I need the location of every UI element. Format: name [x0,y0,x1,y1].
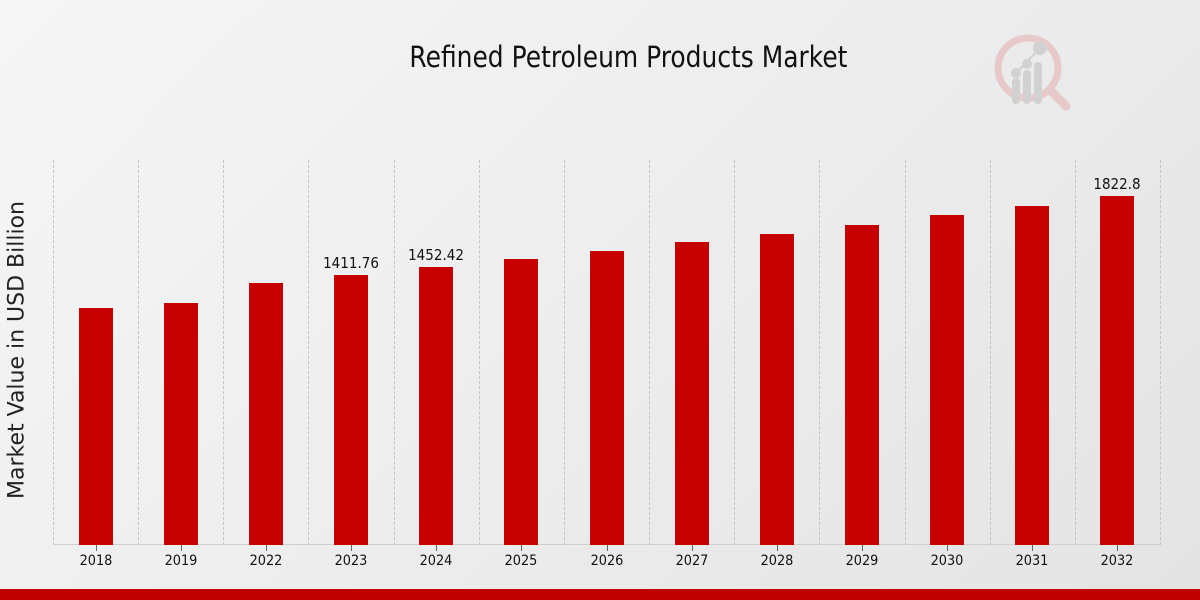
x-tick-label: 2025 [504,553,538,569]
x-tick-label: 2031 [1015,553,1049,569]
vertical-gridline [138,160,140,545]
vertical-gridline [393,160,395,545]
x-tick-label: 2028 [760,553,794,569]
x-tick-label: 2018 [79,553,112,569]
y-axis-label: Market Value in USD Billion [4,200,30,500]
bar-2025 [504,258,539,545]
vertical-gridline [53,160,54,545]
x-tick-label: 2032 [1101,553,1134,569]
bar-2031 [1015,205,1050,545]
x-tick [606,545,608,551]
vertical-gridline [734,160,736,545]
bar-2027 [674,241,709,545]
vertical-gridline [1160,160,1161,545]
bar-2022 [248,282,283,545]
data-label-2024: 1452.42 [408,245,465,264]
vertical-gridline [819,160,821,545]
x-tick [691,545,693,551]
vertical-gridline [223,160,225,545]
x-tick [1032,545,1034,551]
bar-2029 [844,224,879,545]
bar-2018 [78,308,113,545]
x-tick-label: 2026 [590,553,623,569]
x-tick [95,545,97,551]
bar-2023 [334,274,369,545]
x-tick [180,545,182,551]
x-tick-label: 2029 [845,553,879,569]
x-tick-label: 2024 [419,553,453,569]
x-tick [1117,545,1119,551]
data-label-2023: 1411.76 [323,253,379,272]
x-tick [265,545,267,551]
x-tick [521,545,523,551]
bar-2026 [589,250,624,545]
bar-2032 [1100,195,1135,545]
x-tick [776,545,778,551]
bar-2028 [759,233,794,545]
data-label-2032: 1822.8 [1093,174,1142,193]
vertical-gridline [989,160,991,545]
plot-area: 2018 2019 2022 2023 1411.76 2024 1452.42 2025 20… [53,160,1161,569]
x-tick [947,545,949,551]
vertical-gridline [308,160,310,545]
vertical-gridline [478,160,480,545]
x-tick [861,545,863,551]
x-tick [436,545,438,551]
vertical-gridline [904,160,906,545]
bar-2030 [930,214,965,545]
x-tick-label: 2023 [334,553,368,569]
x-tick-label: 2019 [164,553,198,569]
magnifier-chart-logo-icon [994,34,1071,111]
vertical-gridline [649,160,651,545]
bar-2019 [163,302,198,545]
x-tick [351,545,353,551]
x-tick-label: 2027 [675,553,709,569]
vertical-gridline [563,160,565,545]
x-tick-label: 2030 [930,553,964,569]
footer-bar [0,589,1200,600]
bar-2024 [419,266,454,545]
chart-title: Refined Petroleum Products Market [409,40,848,74]
vertical-gridline [1074,160,1076,545]
x-tick-label: 2022 [249,553,283,569]
